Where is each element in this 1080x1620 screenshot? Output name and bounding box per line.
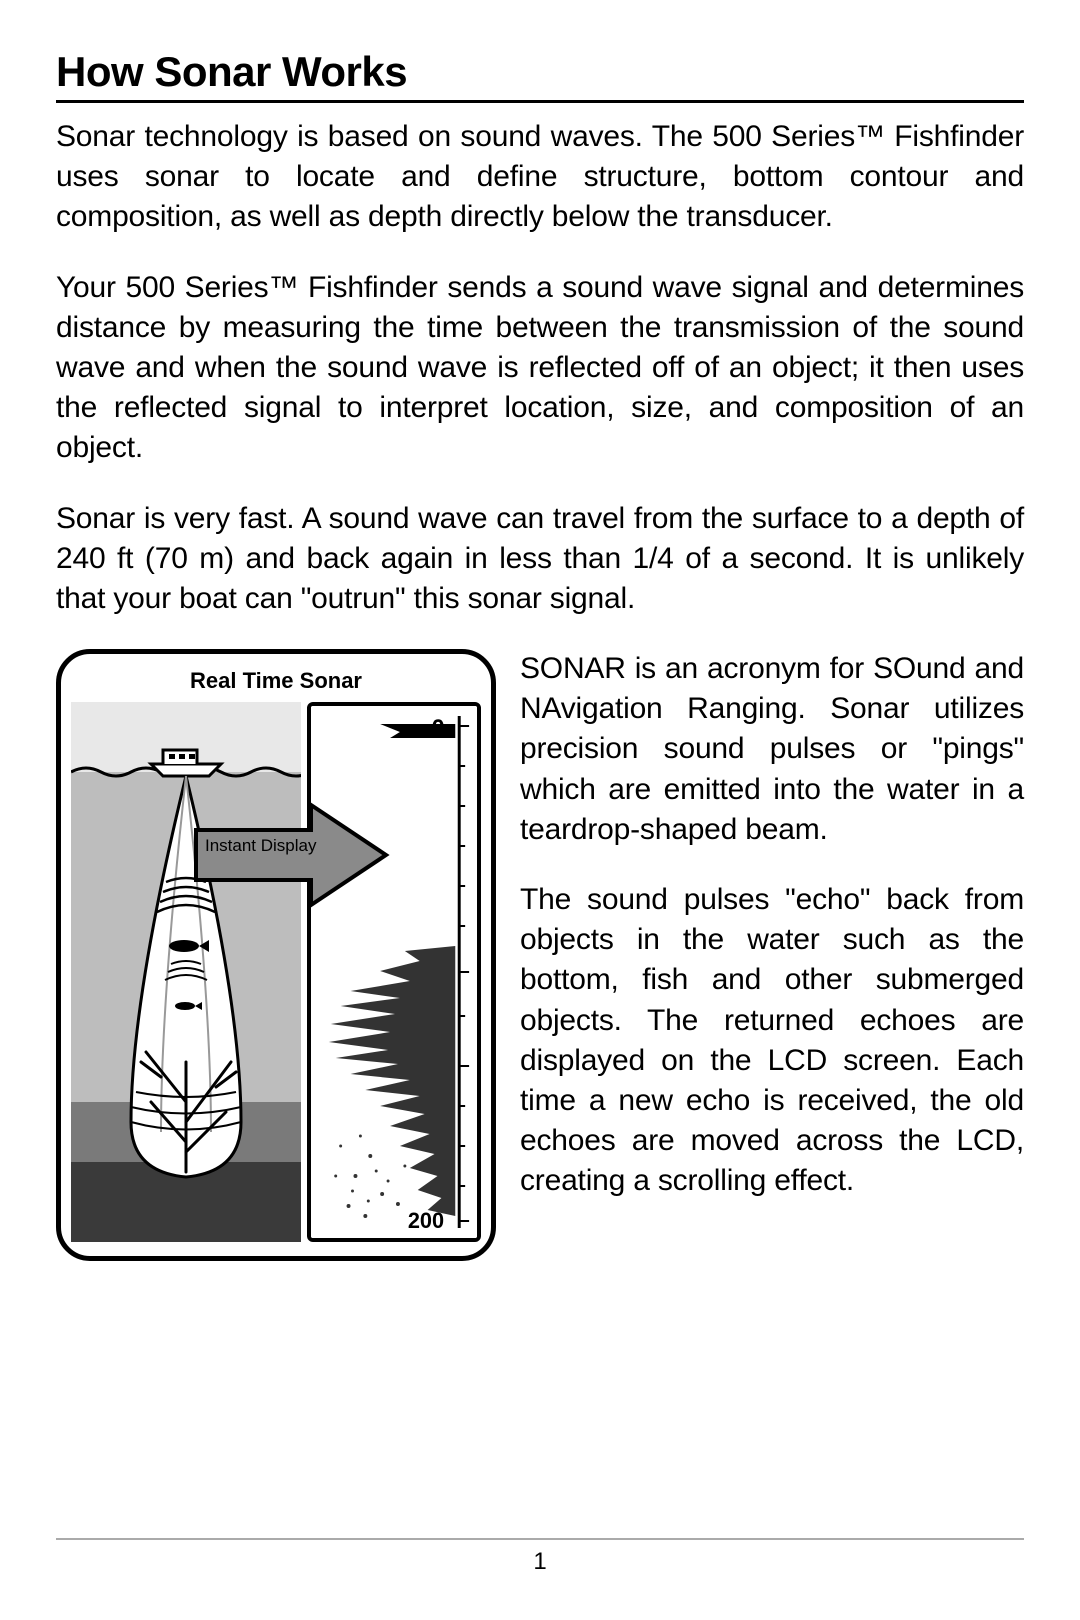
paragraph-4: SONAR is an acronym for SOund and NAviga… <box>520 649 1024 850</box>
paragraph-3: Sonar is very fast. A sound wave can tra… <box>56 499 1024 620</box>
right-text-column: SONAR is an acronym for SOund and NAviga… <box>520 649 1024 1231</box>
sonar-display-panel: 0 100 150 200 <box>307 702 481 1242</box>
paragraph-1: Sonar technology is based on sound waves… <box>56 117 1024 238</box>
figure-and-text-row: Real Time Sonar <box>56 649 1024 1261</box>
arrow-label: Instant Display <box>205 836 317 856</box>
page-footer: 1 <box>56 1538 1024 1576</box>
figure-title: Real Time Sonar <box>71 668 481 694</box>
page-number: 1 <box>533 1548 546 1575</box>
instant-display-arrow-icon <box>191 800 391 915</box>
sonar-figure: Real Time Sonar <box>56 649 496 1261</box>
paragraph-5: The sound pulses "echo" back from object… <box>520 880 1024 1202</box>
page-title: How Sonar Works <box>56 48 1024 103</box>
sonar-scene-illustration <box>71 702 301 1242</box>
paragraph-2: Your 500 Series™ Fishfinder sends a soun… <box>56 268 1024 469</box>
